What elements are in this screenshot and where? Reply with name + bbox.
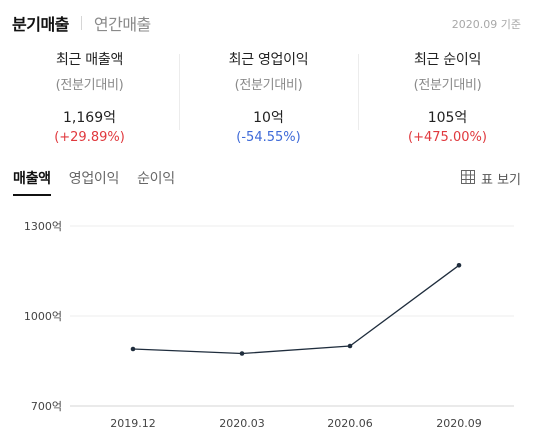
summary-title: 최근 매출액 — [55, 52, 124, 68]
y-tick-label: 1300억 — [24, 220, 62, 233]
summary-change: (+475.00%) — [408, 130, 487, 145]
period-tabs: 분기매출 연간매출 — [12, 11, 151, 35]
sales-line-chart: 1300억 1000억 700억 2019.12 2020.03 2020.06 2020.… — [24, 220, 514, 430]
summary-change: (+29.89%) — [54, 130, 125, 145]
summary-subtitle: (전분기대비) — [413, 78, 482, 93]
as-of-date: 2020.09 기준 — [451, 18, 521, 31]
summary-value: 10억 — [253, 110, 284, 126]
table-icon — [460, 169, 475, 188]
table-view-button[interactable]: 표 보기 — [460, 169, 521, 188]
x-tick-label: 2020.03 — [219, 417, 265, 430]
summary-subtitle: (전분기대비) — [55, 78, 124, 93]
tab-net-income[interactable]: 순이익 — [137, 171, 175, 187]
table-view-label: 표 보기 — [480, 173, 521, 188]
tab-quarterly-sales[interactable]: 분기매출 — [12, 15, 69, 34]
x-tick-label: 2019.12 — [110, 417, 156, 430]
y-tick-label: 1000억 — [24, 310, 62, 323]
tab-divider — [80, 16, 82, 30]
metric-tabs: 매출액 영업이익 순이익 — [13, 168, 193, 196]
summary-value: 1,169억 — [63, 110, 116, 126]
x-tick-label: 2020.09 — [436, 417, 482, 430]
summary-title: 최근 영업이익 — [228, 52, 309, 68]
data-point — [456, 263, 462, 268]
summary-sales: 최근 매출액 (전분기대비) 1,169억 (+29.89%) — [0, 46, 179, 146]
summary-subtitle: (전분기대비) — [234, 78, 303, 93]
summary-net-income: 최근 순이익 (전분기대비) 105억 (+475.00%) — [358, 46, 537, 146]
y-tick-label: 700억 — [31, 400, 62, 413]
tab-sales[interactable]: 매출액 — [13, 168, 51, 196]
summary-value: 105억 — [427, 110, 468, 126]
data-point — [347, 343, 353, 349]
summary-change: (-54.55%) — [236, 130, 301, 145]
data-point — [130, 346, 136, 352]
tab-annual-sales[interactable]: 연간매출 — [93, 15, 151, 34]
summary-title: 최근 순이익 — [413, 52, 482, 68]
summary-panel: 최근 매출액 (전분기대비) 1,169억 (+29.89%) 최근 영업이익 … — [0, 46, 537, 146]
series-line — [132, 264, 460, 355]
tab-operating-profit[interactable]: 영업이익 — [68, 171, 120, 187]
x-tick-label: 2020.06 — [327, 417, 373, 430]
data-point — [239, 351, 245, 356]
summary-operating-profit: 최근 영업이익 (전분기대비) 10억 (-54.55%) — [179, 46, 358, 146]
